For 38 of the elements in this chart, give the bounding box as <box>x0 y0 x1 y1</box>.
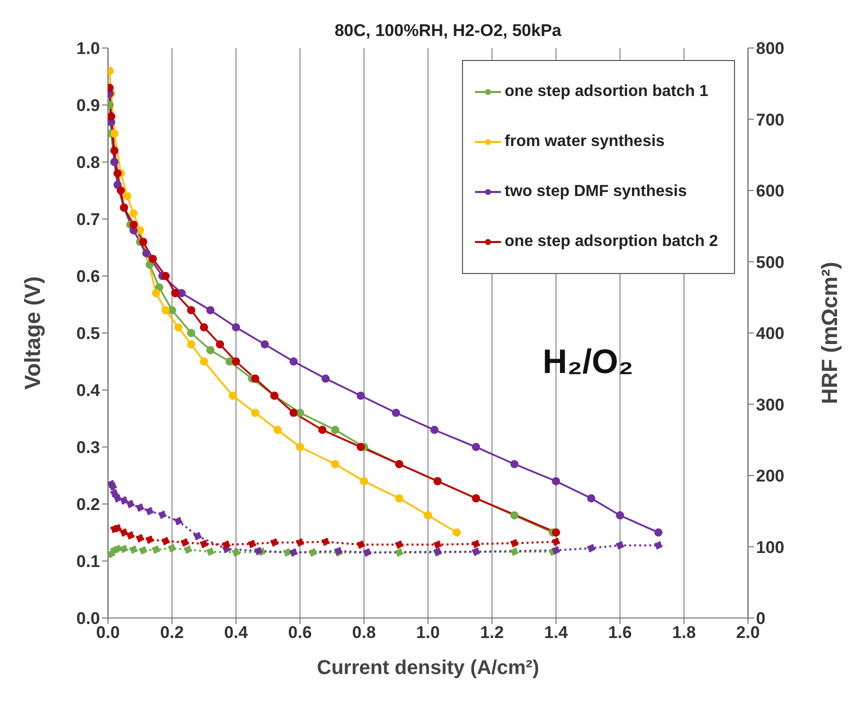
legend-label: one step adsortion batch 1 <box>504 83 708 101</box>
y-tick-label: 0.7 <box>76 210 100 230</box>
y2-tick-label: 400 <box>756 324 784 344</box>
x-tick-label: 1.2 <box>480 623 504 642</box>
y-tick-label: 0.1 <box>76 552 100 572</box>
x-tick-label: 0.4 <box>224 623 248 642</box>
y-tick-label: 0.9 <box>76 96 100 116</box>
x-axis-title: Current density (A/cm²) <box>316 657 540 679</box>
x-tick-label: 1.6 <box>608 623 632 642</box>
x-tick-label: 2.0 <box>736 623 760 642</box>
y2-tick-label: 700 <box>756 110 784 130</box>
y-tick-label: 1.0 <box>76 39 100 58</box>
y-tick-label: 0.5 <box>76 324 100 344</box>
y2-tick-label: 800 <box>756 39 784 58</box>
x-tick-label: 0.2 <box>160 623 184 642</box>
x-tick-label: 1.4 <box>544 623 568 642</box>
x-tick-label: 1.0 <box>416 623 440 642</box>
y2-tick-label: 100 <box>756 538 784 557</box>
y-tick-label: 0.2 <box>76 495 100 514</box>
y-tick-label: 0.8 <box>76 153 100 172</box>
y-tick-label: 0.6 <box>76 267 100 286</box>
y-tick-label: 0.4 <box>76 381 101 400</box>
legend-label: from water synthesis <box>504 133 665 151</box>
y2-tick-label: 600 <box>756 182 784 201</box>
legend-label: two step DMF synthesis <box>504 183 687 201</box>
x-tick-label: 0.0 <box>96 623 120 642</box>
x-tick-label: 0.8 <box>352 623 376 642</box>
y2-tick-label: 300 <box>756 395 784 414</box>
annotation: H₂/O₂ <box>542 343 634 381</box>
y-axis-title: Voltage (V) <box>20 276 45 390</box>
y2-tick-label: 200 <box>756 466 784 486</box>
y-tick-label: 0.3 <box>76 438 100 458</box>
y2-axis-title: HRF (mΩcm²) <box>816 262 842 404</box>
y2-tick-label: 500 <box>756 252 784 272</box>
x-tick-label: 0.6 <box>288 623 312 642</box>
legend-label: one step adsorption batch 2 <box>504 233 718 251</box>
x-tick-label: 1.8 <box>672 623 696 642</box>
chart-title: 80C, 100%RH, H2-O2, 50kPa <box>334 21 562 40</box>
